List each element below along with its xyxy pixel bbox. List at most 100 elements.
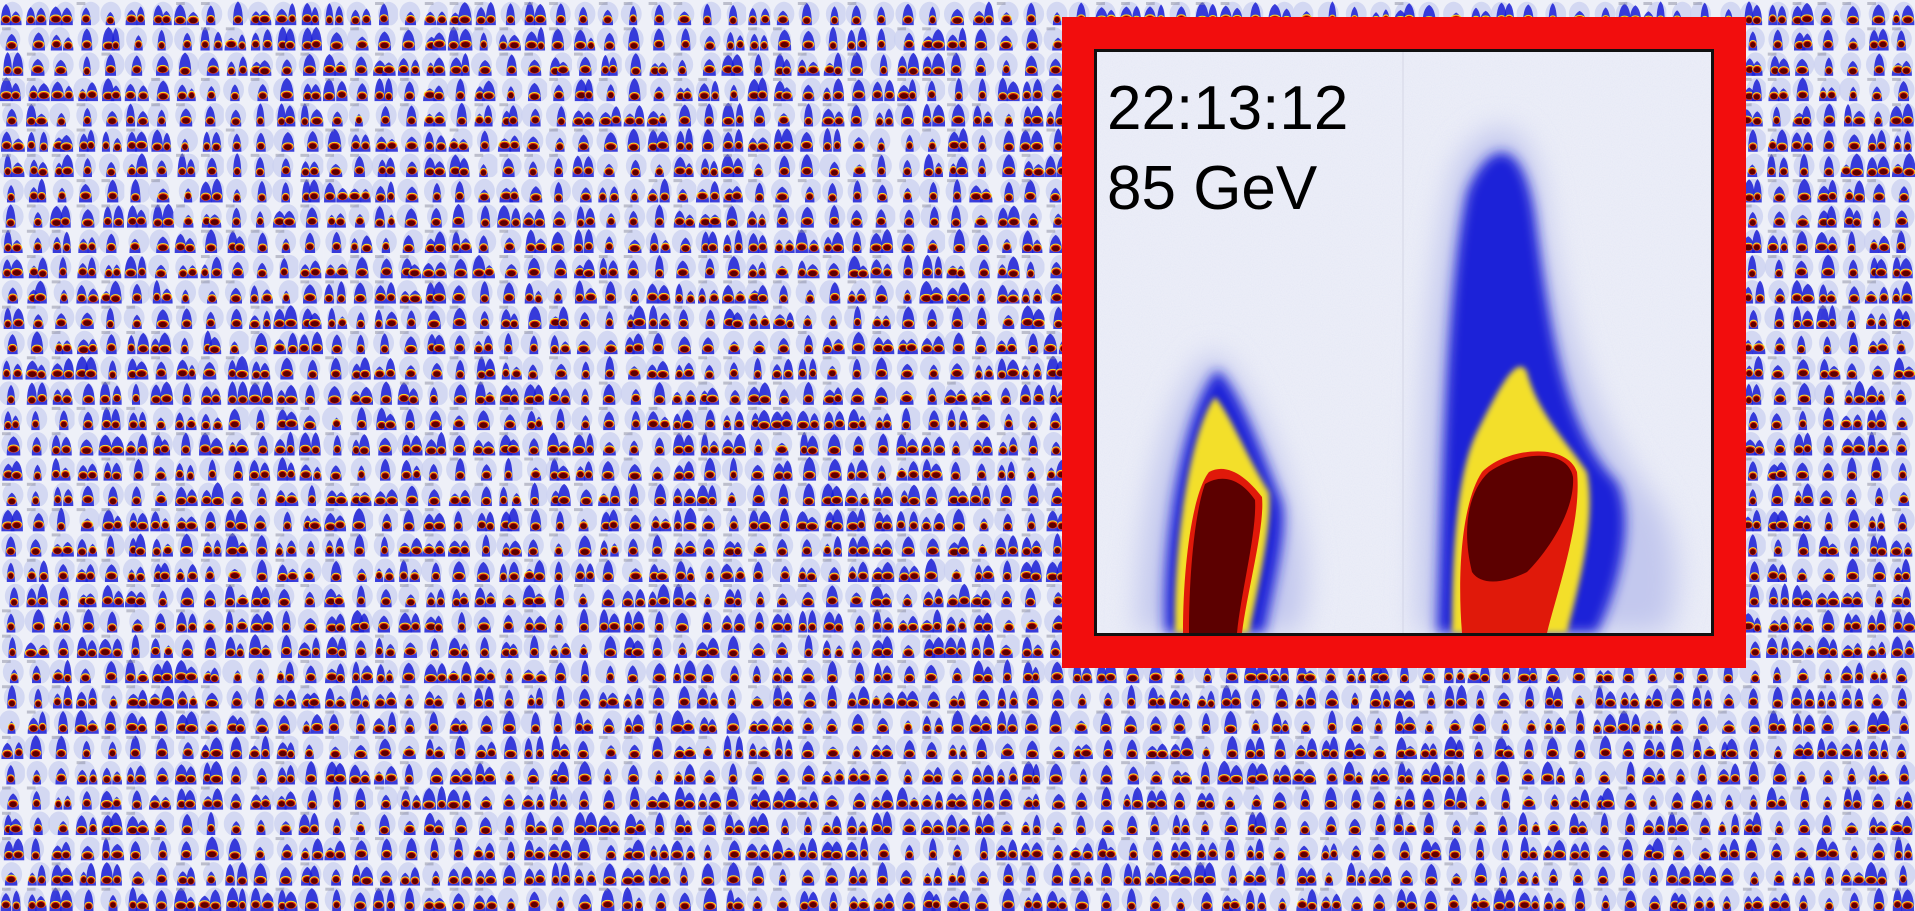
event-thumbnail (1615, 784, 1642, 811)
event-thumbnail (1590, 683, 1617, 710)
event-thumbnail (421, 885, 448, 911)
event-thumbnail (198, 303, 224, 330)
event-thumbnail (373, 632, 399, 659)
event-thumbnail (74, 657, 100, 685)
event-thumbnail (73, 708, 100, 735)
event-thumbnail (920, 657, 946, 685)
event-thumbnail (1790, 809, 1816, 836)
event-thumbnail (1168, 860, 1194, 887)
event-thumbnail (124, 733, 150, 760)
event-thumbnail (99, 759, 125, 786)
event-thumbnail (174, 354, 200, 381)
event-thumbnail (943, 885, 971, 911)
event-thumbnail (223, 404, 251, 431)
event-thumbnail (1790, 733, 1816, 760)
event-thumbnail (670, 835, 697, 862)
event-thumbnail (1666, 809, 1692, 836)
event-thumbnail (819, 278, 846, 305)
event-thumbnail (769, 860, 796, 887)
event-thumbnail (1888, 708, 1915, 735)
event-thumbnail (720, 657, 747, 685)
event-thumbnail (447, 708, 474, 735)
event-thumbnail (323, 784, 349, 811)
event-thumbnail (1765, 531, 1792, 558)
event-thumbnail (969, 784, 995, 811)
event-thumbnail (945, 759, 970, 786)
event-thumbnail (696, 531, 722, 558)
event-thumbnail (795, 328, 821, 356)
event-thumbnail (746, 0, 772, 27)
event-thumbnail (49, 784, 77, 811)
event-thumbnail (869, 835, 896, 862)
event-thumbnail (696, 759, 722, 786)
event-thumbnail (99, 202, 127, 229)
event-thumbnail (99, 50, 125, 77)
event-thumbnail (1815, 151, 1841, 178)
event-thumbnail (969, 657, 996, 685)
event-thumbnail (621, 303, 647, 330)
event-thumbnail (497, 303, 523, 330)
event-thumbnail (223, 733, 250, 760)
event-thumbnail (174, 632, 199, 659)
event-thumbnail (795, 885, 821, 911)
event-thumbnail (894, 480, 921, 507)
event-thumbnail (1691, 885, 1717, 911)
event-thumbnail (373, 657, 398, 685)
event-thumbnail (770, 455, 796, 482)
event-thumbnail (820, 253, 847, 280)
event-thumbnail (945, 733, 970, 760)
event-thumbnail (620, 455, 647, 482)
event-thumbnail (870, 683, 896, 710)
event-thumbnail (397, 379, 423, 406)
event-thumbnail (621, 328, 647, 356)
event-thumbnail (646, 708, 674, 735)
event-thumbnail (495, 25, 523, 52)
event-thumbnail (497, 253, 523, 280)
event-thumbnail (99, 708, 125, 735)
event-thumbnail (223, 556, 249, 583)
event-thumbnail (522, 531, 548, 558)
event-thumbnail (895, 683, 921, 710)
highlighted-event-frame: 22:13:12 85 GeV (1062, 17, 1746, 668)
event-thumbnail (1889, 607, 1915, 634)
event-thumbnail (297, 632, 324, 659)
event-thumbnail (1840, 379, 1866, 406)
event-thumbnail (820, 455, 846, 482)
event-thumbnail (596, 531, 623, 558)
event-thumbnail (1815, 657, 1841, 685)
event-thumbnail (124, 835, 150, 862)
event-thumbnail (273, 759, 299, 786)
event-thumbnail (348, 151, 374, 178)
event-thumbnail (24, 253, 50, 280)
event-thumbnail (495, 50, 523, 77)
event-thumbnail (1790, 556, 1816, 583)
event-thumbnail (497, 227, 523, 254)
event-thumbnail (174, 607, 199, 634)
event-thumbnail (845, 556, 871, 583)
event-thumbnail (323, 632, 349, 659)
event-thumbnail (522, 25, 548, 52)
event-thumbnail (1890, 303, 1915, 330)
event-thumbnail (1890, 683, 1915, 710)
event-thumbnail (1815, 835, 1841, 862)
event-thumbnail (1740, 582, 1766, 609)
event-thumbnail (346, 25, 374, 52)
event-thumbnail (1218, 733, 1244, 760)
event-thumbnail (646, 809, 672, 836)
event-thumbnail (24, 455, 50, 482)
event-thumbnail (1293, 835, 1319, 862)
event-thumbnail (49, 379, 75, 406)
event-thumbnail (547, 860, 573, 887)
event-thumbnail (969, 582, 997, 609)
event-thumbnail (969, 126, 995, 153)
event-thumbnail (994, 759, 1020, 786)
event-thumbnail (646, 50, 673, 77)
event-thumbnail (497, 733, 523, 760)
event-thumbnail (348, 126, 374, 153)
event-thumbnail (174, 126, 199, 153)
event-thumbnail (746, 328, 771, 356)
event-thumbnail (223, 278, 249, 305)
event-thumbnail (1268, 759, 1294, 786)
event-thumbnail (172, 328, 199, 356)
event-thumbnail (820, 860, 846, 887)
